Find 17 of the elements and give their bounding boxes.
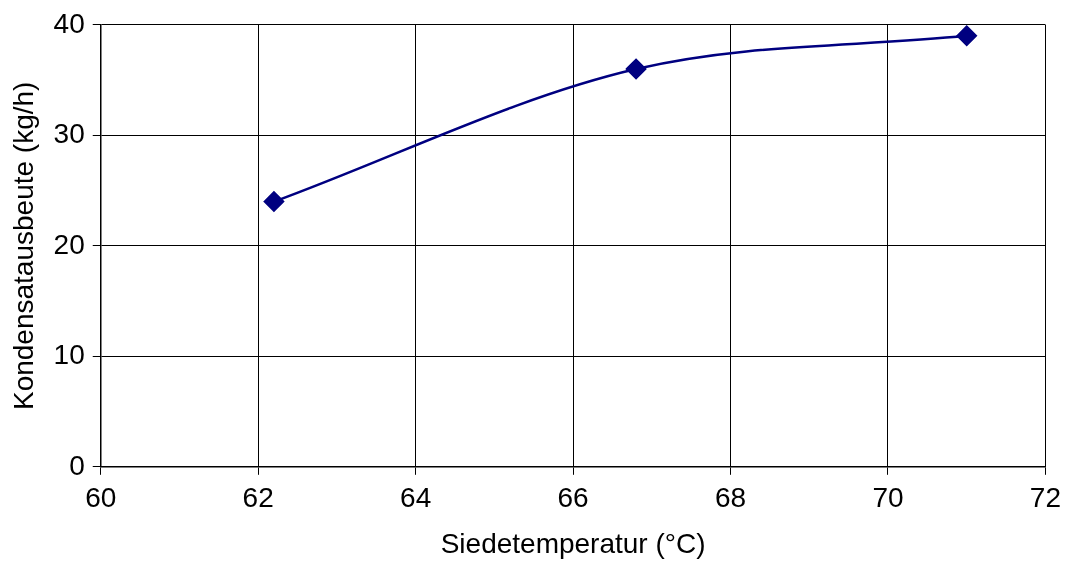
x-axis-title: Siedetemperatur (°C) — [440, 527, 706, 559]
point — [263, 191, 285, 212]
y-tick-label: 0 — [69, 449, 85, 481]
x-tick-label: 72 — [1029, 482, 1062, 514]
point — [956, 25, 977, 47]
y-tick-label: 40 — [53, 7, 85, 39]
y-tick-label: 10 — [53, 339, 85, 371]
y-axis-title: Kondensatausbeute (kg/h) — [7, 81, 39, 411]
x-tick-label: 62 — [242, 482, 274, 514]
x-tick-label: 68 — [714, 482, 747, 514]
y-tick-label: 30 — [53, 118, 85, 150]
x-tick-label: 60 — [85, 482, 117, 514]
point — [625, 58, 647, 80]
x-tick-label: 64 — [400, 482, 432, 514]
y-tick-label: 20 — [53, 228, 85, 260]
x-tick-label: 70 — [872, 482, 904, 514]
x-tick-label: 66 — [557, 482, 589, 514]
